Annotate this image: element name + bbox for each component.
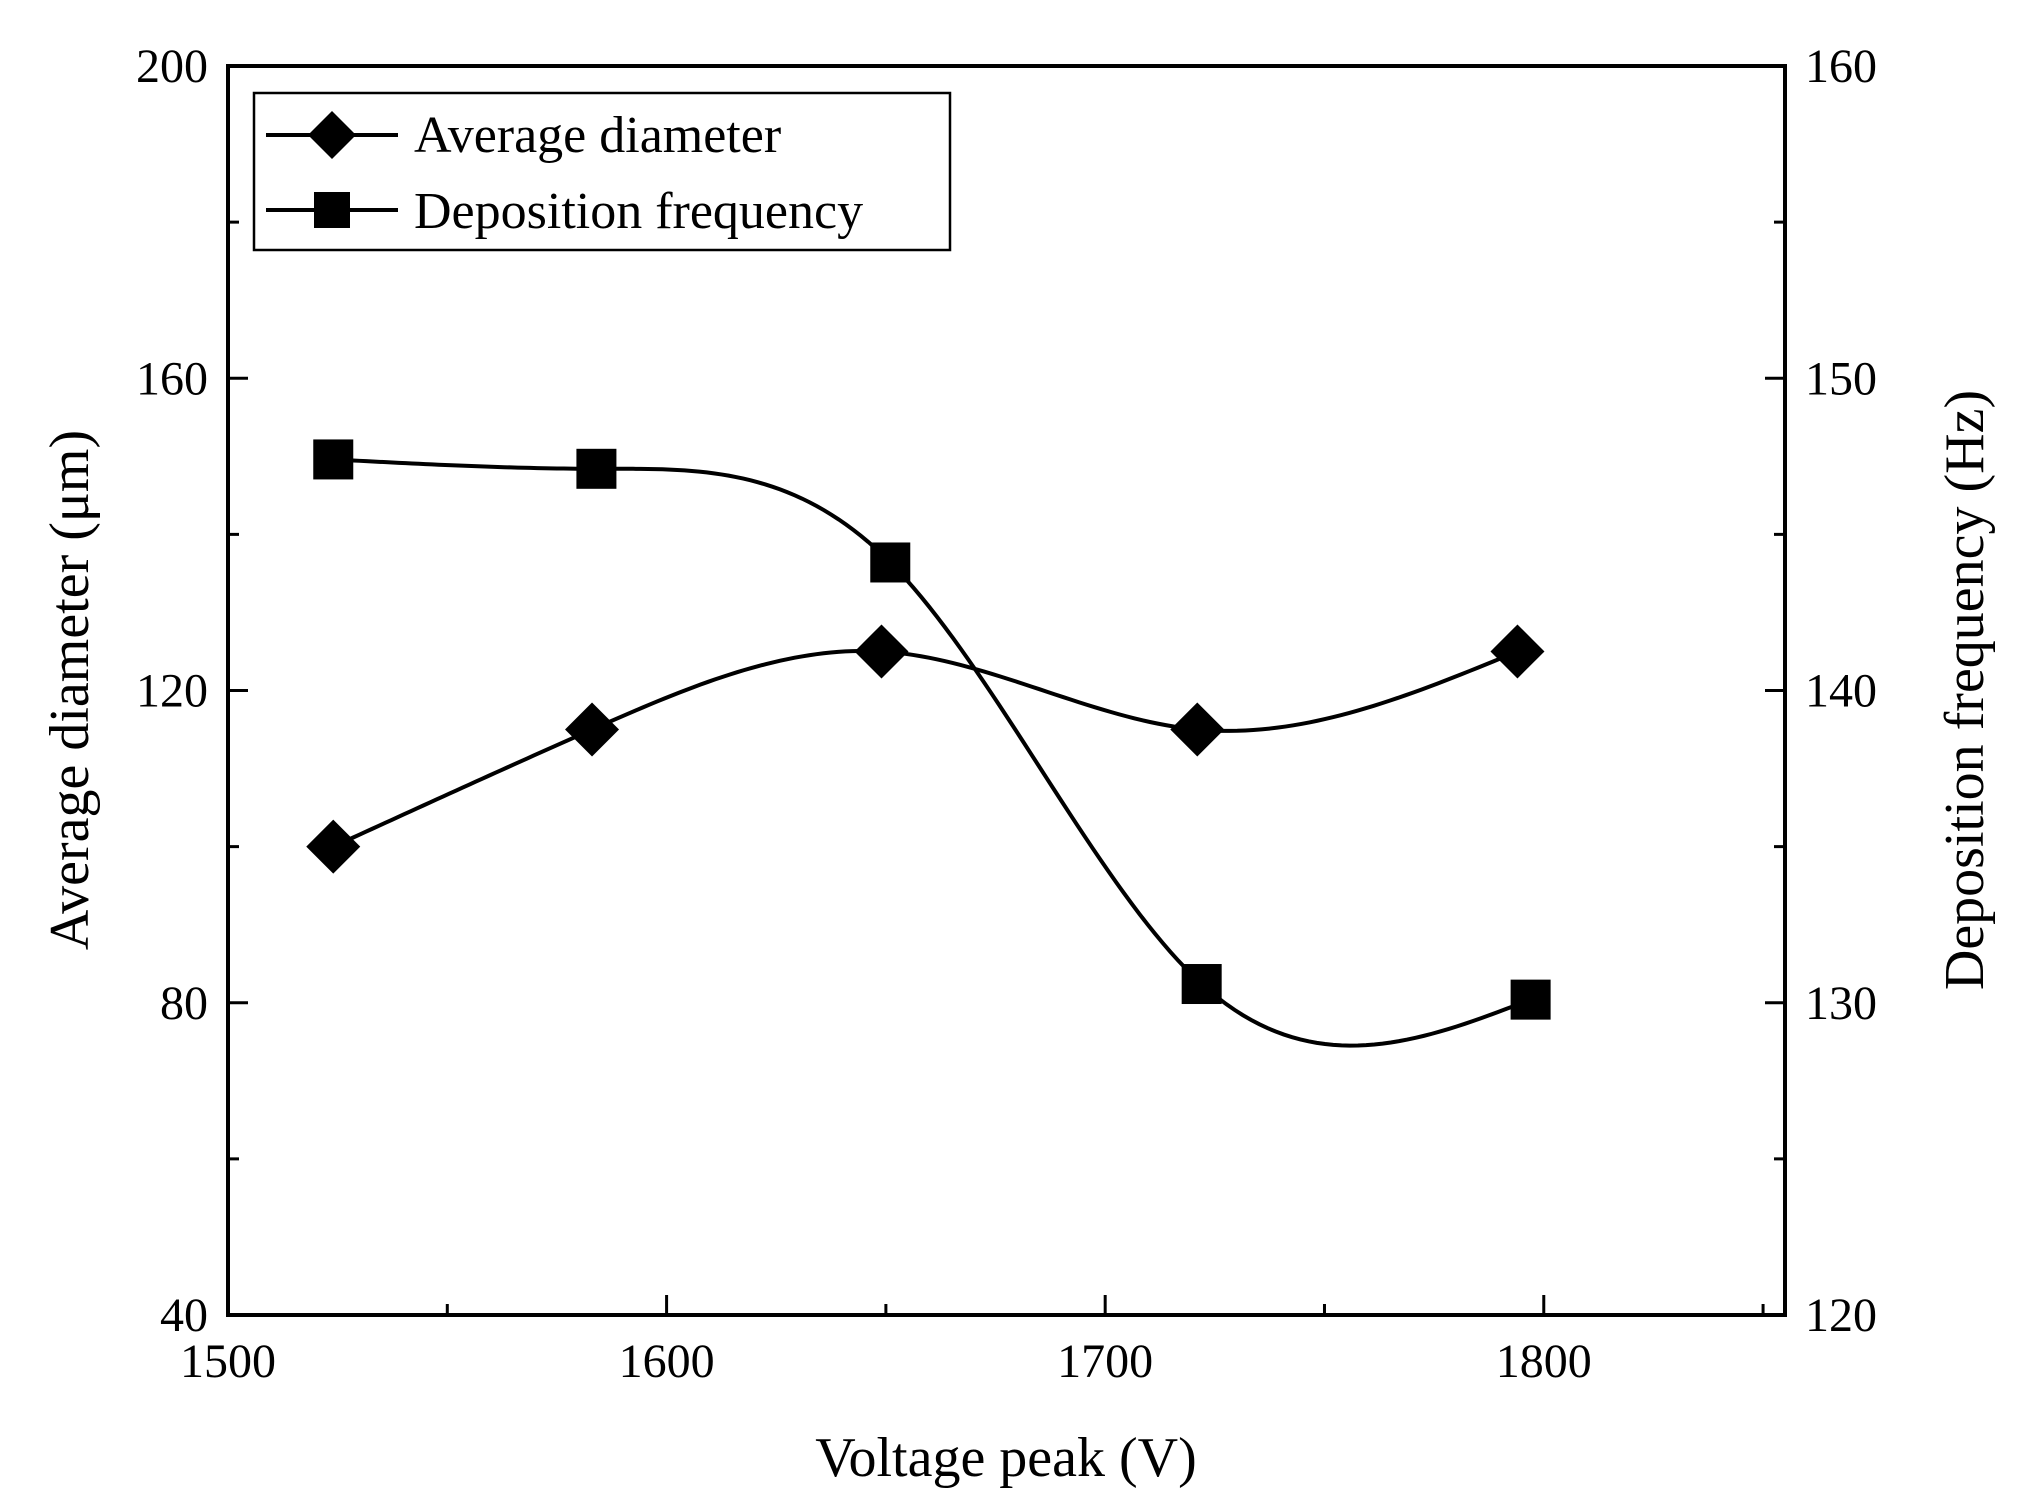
square-point [576,448,617,489]
legend-label-deposition-frequency: Deposition frequency [414,183,863,240]
x-axis-title: Voltage peak (V) [815,1427,1197,1489]
series-line-1 [333,457,1532,1048]
square-point [1181,964,1222,1005]
tick-labels: 1500 1600 1700 1800 40 80 120 160 200 120 130 140 15… [136,40,1877,1388]
tick-marks [226,64,1785,1317]
diamond-point [565,702,620,757]
square-point [313,439,354,480]
series-line-0 [332,648,1519,849]
legend-marker-diamond [308,111,356,159]
legend-box [252,91,952,252]
y-tick-label: 160 [136,352,208,405]
plot-frame [226,64,1787,1317]
diamond-point [306,819,361,874]
y2-tick-label: 150 [1805,352,1877,405]
y-tick-label: 200 [136,40,208,93]
x-tick-label: 1600 [619,1335,715,1388]
y2-tick-label: 130 [1805,977,1877,1030]
diamond-point [1490,624,1545,679]
y-tick-label: 40 [160,1289,208,1342]
legend: Average diameter Deposition frequency [252,91,952,252]
y2-tick-label: 120 [1805,1289,1877,1342]
x-tick-label: 1800 [1496,1335,1592,1388]
legend-marker-square [314,192,350,228]
y-tick-label: 120 [136,665,208,718]
y2-tick-label: 140 [1805,665,1877,718]
legend-label-average-diameter: Average diameter [414,107,781,164]
square-point [870,542,911,583]
square-point [1510,979,1551,1020]
series [306,439,1551,1048]
y2-tick-label: 160 [1805,40,1877,93]
y-tick-label: 80 [160,977,208,1030]
x-tick-label: 1500 [180,1335,276,1388]
diamond-point [1170,702,1225,757]
y-axis-title: Average diameter (μm) [39,430,101,950]
x-tick-label: 1700 [1057,1335,1153,1388]
y2-axis-title: Deposition frequency (Hz) [1934,390,1996,990]
diamond-point [854,624,909,679]
